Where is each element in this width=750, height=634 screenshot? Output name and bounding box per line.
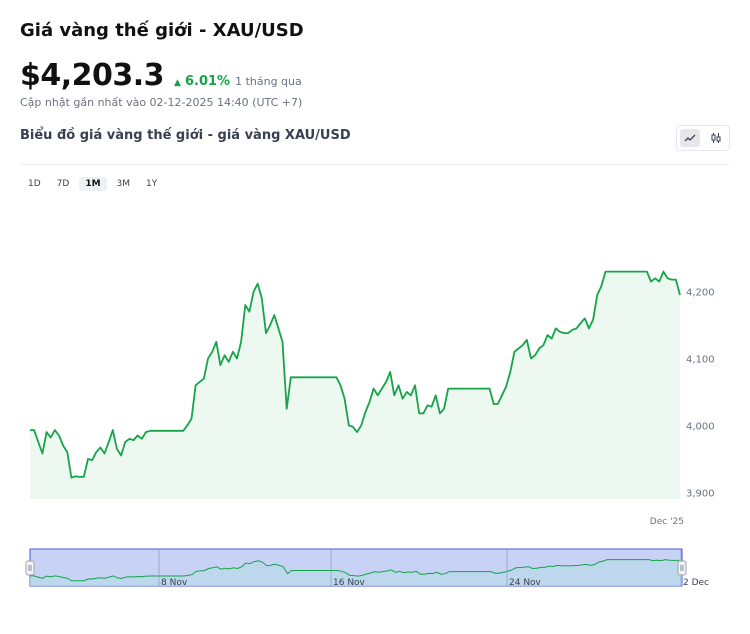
- range-selector: 1D 7D 1M 3M 1Y: [22, 177, 163, 191]
- chart-type-toggle: [676, 125, 730, 151]
- triangle-up-icon: ▲: [174, 78, 181, 88]
- y-tick-label: 4,200: [686, 288, 715, 299]
- change-percent: 6.01%: [184, 74, 231, 89]
- range-button-7d[interactable]: 7D: [56, 179, 70, 189]
- candlestick-chart-button[interactable]: [706, 129, 726, 147]
- page-title: Giá vàng thế giới - XAU/USD: [20, 20, 304, 41]
- change-period: 1 tháng qua: [235, 75, 302, 88]
- range-button-1y[interactable]: 1Y: [146, 179, 158, 189]
- price-area: [30, 271, 680, 499]
- y-tick-label: 4,000: [686, 421, 715, 432]
- chart-subtitle: Biểu đồ giá vàng thế giới - giá vàng XAU…: [20, 128, 351, 143]
- line-chart-button[interactable]: [680, 129, 700, 147]
- price-change: ▲ 6.01% 1 tháng qua: [174, 74, 302, 89]
- navigator-selection[interactable]: [29, 548, 683, 587]
- range-button-3m[interactable]: 3M: [116, 179, 131, 189]
- price-line: [30, 270, 681, 479]
- y-tick-label: 3,900: [686, 488, 715, 499]
- navigator-label: 16 Nov: [333, 578, 366, 588]
- navigator-label: 2 Dec: [683, 578, 709, 588]
- range-button-1m[interactable]: 1M: [79, 177, 107, 191]
- x-tick-label: Dec '25: [650, 517, 684, 527]
- section-divider: [20, 164, 730, 165]
- navigator-line: [30, 559, 683, 582]
- current-price: $4,203.3: [20, 58, 165, 93]
- navigator-label: 8 Nov: [161, 578, 188, 588]
- last-updated: Cập nhật gần nhất vào 02-12-2025 14:40 (…: [20, 96, 303, 109]
- line-chart-icon: [684, 134, 696, 142]
- navigator-handle-left[interactable]: [25, 560, 35, 576]
- range-button-1d[interactable]: 1D: [28, 179, 41, 189]
- navigator-handle-right[interactable]: [677, 560, 687, 576]
- candlestick-icon: [711, 133, 721, 143]
- navigator-label: 24 Nov: [509, 578, 542, 588]
- navigator-area: [30, 559, 682, 586]
- y-tick-label: 4,100: [686, 355, 715, 366]
- price-row: $4,203.3 ▲ 6.01% 1 tháng qua: [20, 58, 302, 93]
